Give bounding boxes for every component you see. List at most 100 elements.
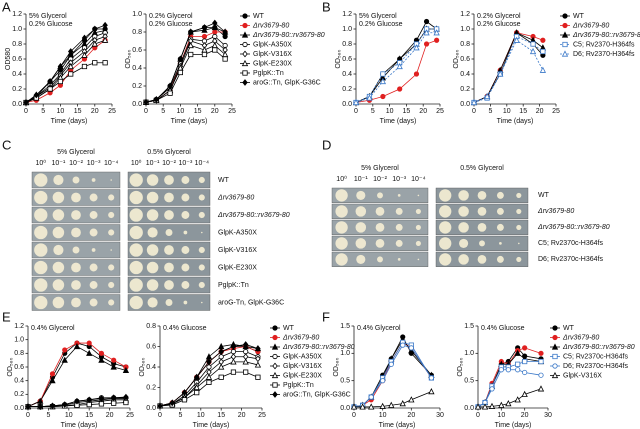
legend-marker: [272, 334, 278, 341]
data-point: [92, 60, 98, 66]
colony-spot: [146, 174, 159, 186]
colony-spot: [89, 228, 98, 237]
series-line: [145, 27, 226, 103]
x-tick-label: 25: [436, 108, 444, 115]
data-point: [522, 369, 528, 376]
data-point: [540, 37, 546, 43]
data-point: [218, 354, 224, 360]
legend-label: C5; Rv2370-H364fs: [573, 41, 635, 48]
x-tick-label: 25: [258, 412, 266, 419]
colony-spot: [458, 254, 469, 265]
data-point: [86, 396, 92, 404]
colony-spot: [165, 229, 173, 236]
colony-spot: [71, 297, 81, 308]
x-tick-label: 0: [476, 412, 480, 419]
dilution-label: 10⁻¹: [354, 176, 368, 183]
colony-spot: [183, 230, 188, 235]
legend-marker: [271, 371, 279, 379]
data-point: [400, 342, 406, 348]
colony-spot: [198, 194, 205, 201]
data-point: [522, 345, 528, 351]
colony-spot: [34, 190, 48, 205]
colony-spot: [355, 238, 367, 249]
colony-spot: [147, 297, 158, 308]
series-line: [145, 27, 226, 103]
x-axis-label: Time (days): [193, 422, 230, 429]
legend-label: Δrv3679-80::rv3679-80: [252, 32, 325, 39]
colony-spot: [91, 178, 96, 182]
annotation: 0.2% Glucose: [359, 21, 403, 28]
data-point: [101, 36, 109, 43]
legend-marker: [272, 353, 278, 360]
colony-spot: [108, 264, 115, 271]
colony-spot: [335, 205, 348, 218]
colony-spot: [397, 258, 401, 261]
dilution-label: 10⁰: [36, 159, 47, 167]
data-point: [230, 369, 237, 375]
colony-spot: [518, 242, 520, 245]
legend-label: WT: [563, 325, 575, 332]
x-tick-label: 0: [26, 412, 30, 419]
colony-spot: [415, 240, 421, 246]
data-point: [222, 56, 228, 62]
legend-label: C5; Rv2370c-H364fs: [563, 353, 628, 360]
colony-spot: [52, 261, 65, 274]
legend-label: GlpK-V316X: [563, 372, 602, 379]
y-tick-label: 0.0: [132, 101, 142, 108]
data-point: [68, 71, 74, 77]
colony-spot: [129, 208, 143, 222]
y-tick-label: 0.6: [12, 56, 22, 63]
x-axis-label: Time (days): [61, 422, 98, 429]
y-tick-label: 0.2: [342, 86, 352, 93]
colony-spot: [71, 192, 81, 203]
colony-spot: [89, 281, 98, 289]
strain-label: GlpK-V316X: [218, 247, 257, 254]
colony-spot: [395, 223, 403, 231]
y-tick-label: 0.2: [132, 83, 142, 90]
series-line: [353, 341, 432, 408]
x-tick-label: 5: [41, 108, 45, 115]
x-tick-label: 15: [85, 412, 93, 419]
x-tick-label: 5: [161, 108, 165, 115]
data-point: [388, 361, 394, 367]
colony-spot: [108, 281, 115, 289]
colony-spot: [198, 176, 205, 184]
colony-spot: [146, 191, 159, 204]
y-axis-label: OD₅₈₀: [139, 357, 146, 376]
legend-marker: [551, 371, 559, 379]
colony-spot: [335, 253, 348, 266]
colony-spot: [397, 194, 401, 197]
data-point: [123, 399, 129, 406]
annotation: 0.4% Glucose: [163, 325, 207, 332]
legend-marker: [561, 50, 569, 57]
colony-spot: [458, 222, 469, 233]
y-tick-label: 0.4: [12, 71, 22, 78]
y-tick-label: 0.6: [342, 56, 352, 63]
colony-spot: [356, 190, 366, 200]
colony-spot: [164, 280, 174, 290]
data-point: [102, 21, 108, 29]
colony-spot: [415, 208, 421, 214]
data-point: [428, 388, 435, 395]
colony-spot: [417, 258, 420, 261]
data-point: [218, 363, 225, 370]
data-point: [81, 34, 88, 42]
legend-label: GlpK-V316X: [283, 363, 322, 370]
colony-spot: [181, 176, 190, 184]
colony-spot: [164, 262, 174, 273]
legend-label: GlpK-E230X: [283, 372, 322, 379]
x-axis-label: Time (days): [495, 422, 532, 429]
data-point: [49, 371, 56, 377]
colony-spot: [129, 278, 143, 292]
colony-spot: [395, 207, 403, 215]
x-tick-label: 0: [144, 108, 148, 115]
colony-spot: [499, 242, 502, 245]
x-tick-label: 15: [194, 108, 202, 115]
plate-title: 5% Glycerol: [57, 149, 95, 156]
colony-spot: [146, 261, 159, 274]
data-point: [194, 390, 200, 396]
legend-label: Δrv3679-80: [562, 334, 599, 341]
data-point: [211, 41, 218, 49]
legend-marker: [272, 362, 278, 370]
legend-label: Δrv3679-80::rv3679-80: [282, 344, 355, 351]
